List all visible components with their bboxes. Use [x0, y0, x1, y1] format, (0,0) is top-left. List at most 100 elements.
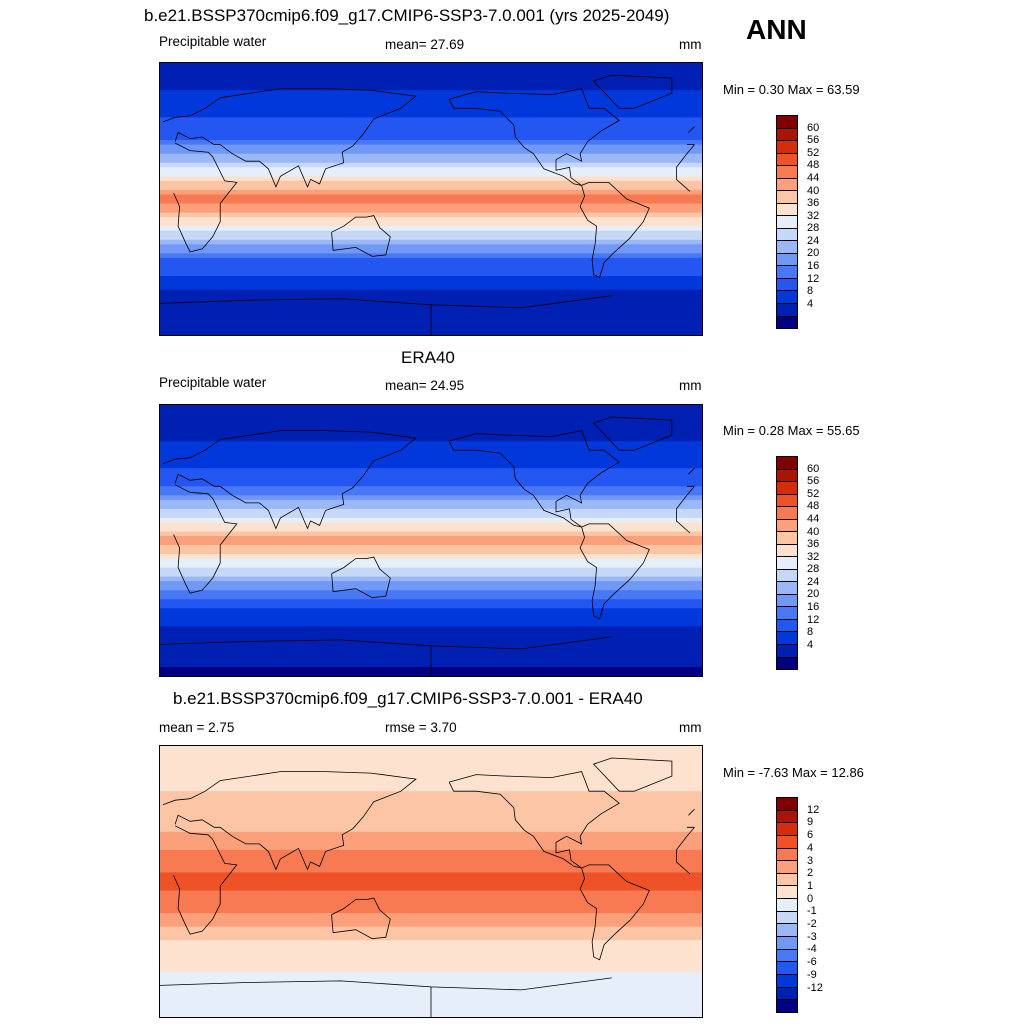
field-band — [160, 405, 702, 411]
colorbar-swatch — [777, 141, 797, 154]
field-band — [160, 755, 702, 761]
colorbar-tick-label: 16 — [807, 260, 820, 273]
colorbar-tick-label: 32 — [807, 550, 820, 563]
field-band — [160, 517, 702, 524]
field-band — [160, 162, 702, 168]
field-band — [160, 126, 702, 132]
field-band — [160, 513, 702, 519]
field-band — [160, 99, 702, 105]
field-band — [160, 67, 702, 73]
field-band — [160, 441, 702, 447]
field-band — [160, 876, 702, 883]
coastline — [592, 416, 673, 451]
panel-2-colorbar — [776, 456, 798, 670]
field-band — [160, 481, 702, 487]
colorbar-tick-label: 36 — [807, 197, 820, 210]
field-band — [160, 436, 702, 442]
field-band — [160, 795, 702, 801]
panel-2-colorbar-ticks: 60 56 52 48 44 40 36 32 28 24 20 16 12 8 4 — [807, 456, 837, 670]
field-band — [160, 267, 702, 273]
colorbar-swatch — [777, 166, 797, 179]
colorbar-swatch — [777, 303, 797, 317]
field-band — [160, 845, 702, 851]
colorbar-swatch — [777, 569, 797, 583]
panel-1-mean-label: mean= 27.69 — [385, 37, 465, 52]
field-band — [160, 567, 702, 573]
field-band — [160, 90, 702, 96]
field-band — [160, 271, 702, 277]
field-band — [160, 549, 702, 555]
colorbar-swatch — [777, 949, 797, 963]
field-band — [160, 522, 702, 528]
colorbar-tick-label: 48 — [807, 159, 820, 172]
colorbar-swatch — [777, 519, 797, 533]
field-band — [160, 899, 702, 905]
field-band — [160, 285, 702, 291]
colorbar-tick-label: 60 — [807, 462, 820, 475]
colorbar-swatch — [777, 974, 797, 988]
coastline — [173, 484, 695, 594]
colorbar-swatch — [777, 203, 797, 217]
field-band — [160, 750, 702, 756]
field-band — [160, 257, 702, 264]
field-band — [160, 171, 702, 177]
field-band — [160, 949, 702, 955]
field-band — [160, 786, 702, 792]
panel-2-minmax: Min = 0.28 Max = 55.65 — [723, 423, 860, 438]
panel-2-map-field — [160, 405, 702, 676]
field-band — [160, 72, 702, 78]
field-band — [160, 459, 702, 465]
colorbar-tick-label: 16 — [807, 601, 820, 614]
field-band — [160, 813, 702, 819]
field-band — [160, 526, 702, 533]
coastline — [448, 88, 620, 186]
field-band — [160, 463, 702, 469]
colorbar-tick-label: 1 — [807, 879, 814, 892]
colorbar-tick-label: 3 — [807, 854, 814, 867]
field-band — [160, 248, 702, 254]
field-band — [160, 863, 702, 869]
colorbar-tick-label: 4 — [807, 638, 814, 651]
field-band — [160, 904, 702, 910]
field-band — [160, 508, 702, 514]
field-band — [160, 639, 702, 645]
colorbar-tick-label: 8 — [807, 626, 814, 639]
coastline — [160, 295, 612, 335]
panel-1-variable-label: Precipitable water — [159, 34, 267, 49]
field-band — [160, 244, 702, 250]
colorbar-tick-label: -12 — [807, 981, 823, 994]
colorbar-swatch — [777, 899, 797, 912]
field-band — [160, 804, 702, 810]
field-band — [160, 117, 702, 123]
field-band — [160, 768, 702, 774]
field-band — [160, 962, 702, 968]
colorbar-tick-label: 56 — [807, 134, 820, 147]
field-band — [160, 599, 702, 605]
coastline — [162, 771, 695, 871]
colorbar-tick-label: 52 — [807, 146, 820, 159]
field-band — [160, 221, 702, 227]
coastline — [160, 636, 612, 676]
field-band — [160, 831, 702, 837]
colorbar-swatch — [777, 582, 797, 595]
colorbar-swatch — [777, 937, 797, 950]
field-band — [160, 280, 702, 286]
colorbar-swatch — [777, 253, 797, 267]
field-band — [160, 81, 702, 87]
panel-3-minmax: Min = -7.63 Max = 12.86 — [723, 765, 864, 780]
colorbar-swatch — [777, 316, 797, 329]
colorbar-tick-label: 40 — [807, 525, 820, 538]
field-band — [160, 773, 702, 779]
colorbar-swatch — [777, 594, 797, 608]
field-band — [160, 540, 702, 546]
field-band — [160, 572, 702, 578]
field-band — [160, 176, 702, 182]
colorbar-swatch — [777, 178, 797, 192]
field-band — [160, 635, 702, 641]
field-band — [160, 980, 702, 986]
colorbar-tick-label: -2 — [807, 918, 817, 931]
panel-1-minmax: Min = 0.30 Max = 63.59 — [723, 82, 860, 97]
colorbar-swatch — [777, 291, 797, 304]
colorbar-tick-label: 32 — [807, 209, 820, 222]
colorbar-tick-label: 48 — [807, 500, 820, 513]
